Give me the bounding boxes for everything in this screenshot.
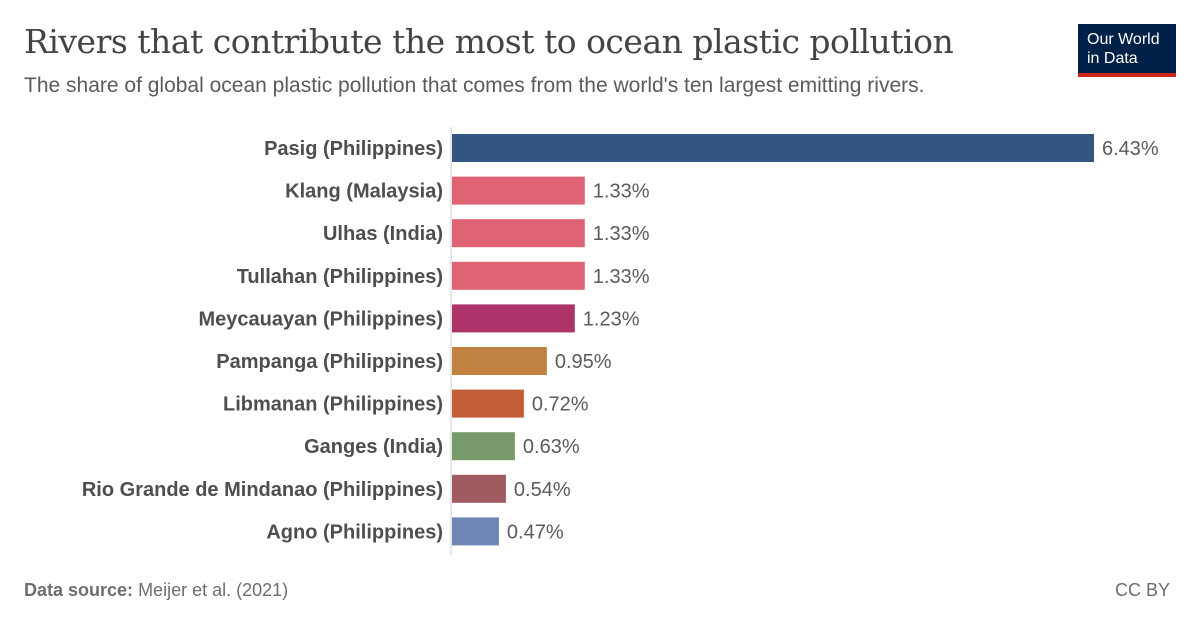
value-label: 0.47%: [507, 521, 564, 543]
category-label: Libmanan (Philippines): [223, 394, 443, 416]
category-label: Pasig (Philippines): [264, 138, 443, 160]
bar[interactable]: [452, 389, 524, 418]
bar[interactable]: [452, 304, 575, 333]
data-source: Data source: Meijer et al. (2021): [24, 580, 288, 601]
chart-subtitle: The share of global ocean plastic pollut…: [24, 74, 925, 97]
license[interactable]: CC BY: [1114, 580, 1170, 600]
value-label: 0.54%: [514, 479, 571, 501]
bar[interactable]: [452, 261, 585, 290]
value-label: 6.43%: [1102, 138, 1159, 160]
logo-line1: Our World: [1087, 31, 1160, 48]
category-label: Rio Grande de Mindanao (Philippines): [82, 479, 443, 501]
category-label: Klang (Malaysia): [285, 181, 443, 203]
bar[interactable]: [452, 347, 547, 375]
category-label: Ganges (India): [304, 436, 443, 458]
logo-line2: in Data: [1087, 50, 1138, 67]
bar[interactable]: [452, 219, 585, 248]
bar[interactable]: [452, 474, 506, 503]
value-label: 1.33%: [593, 223, 650, 245]
value-label: 0.95%: [555, 351, 612, 373]
category-label: Pampanga (Philippines): [216, 351, 443, 373]
bar[interactable]: [452, 517, 499, 546]
value-label: 1.33%: [593, 181, 650, 203]
source-text[interactable]: Meijer et al. (2021): [138, 580, 289, 600]
value-label: 0.63%: [523, 436, 580, 458]
bar[interactable]: [452, 432, 515, 461]
category-label: Meycauayan (Philippines): [198, 308, 443, 330]
category-label: Ulhas (India): [323, 223, 443, 245]
value-label: 1.23%: [583, 308, 640, 330]
owid-logo[interactable]: Our World in Data: [1078, 24, 1176, 77]
value-label: 0.72%: [532, 394, 589, 416]
category-label: Tullahan (Philippines): [237, 266, 443, 288]
source-label: Data source:: [24, 580, 134, 600]
value-label: 1.33%: [593, 266, 650, 288]
category-label: Agno (Philippines): [266, 521, 443, 543]
bar[interactable]: [452, 176, 585, 205]
chart-title: Rivers that contribute the most to ocean…: [24, 22, 954, 61]
bar[interactable]: [452, 134, 1094, 162]
